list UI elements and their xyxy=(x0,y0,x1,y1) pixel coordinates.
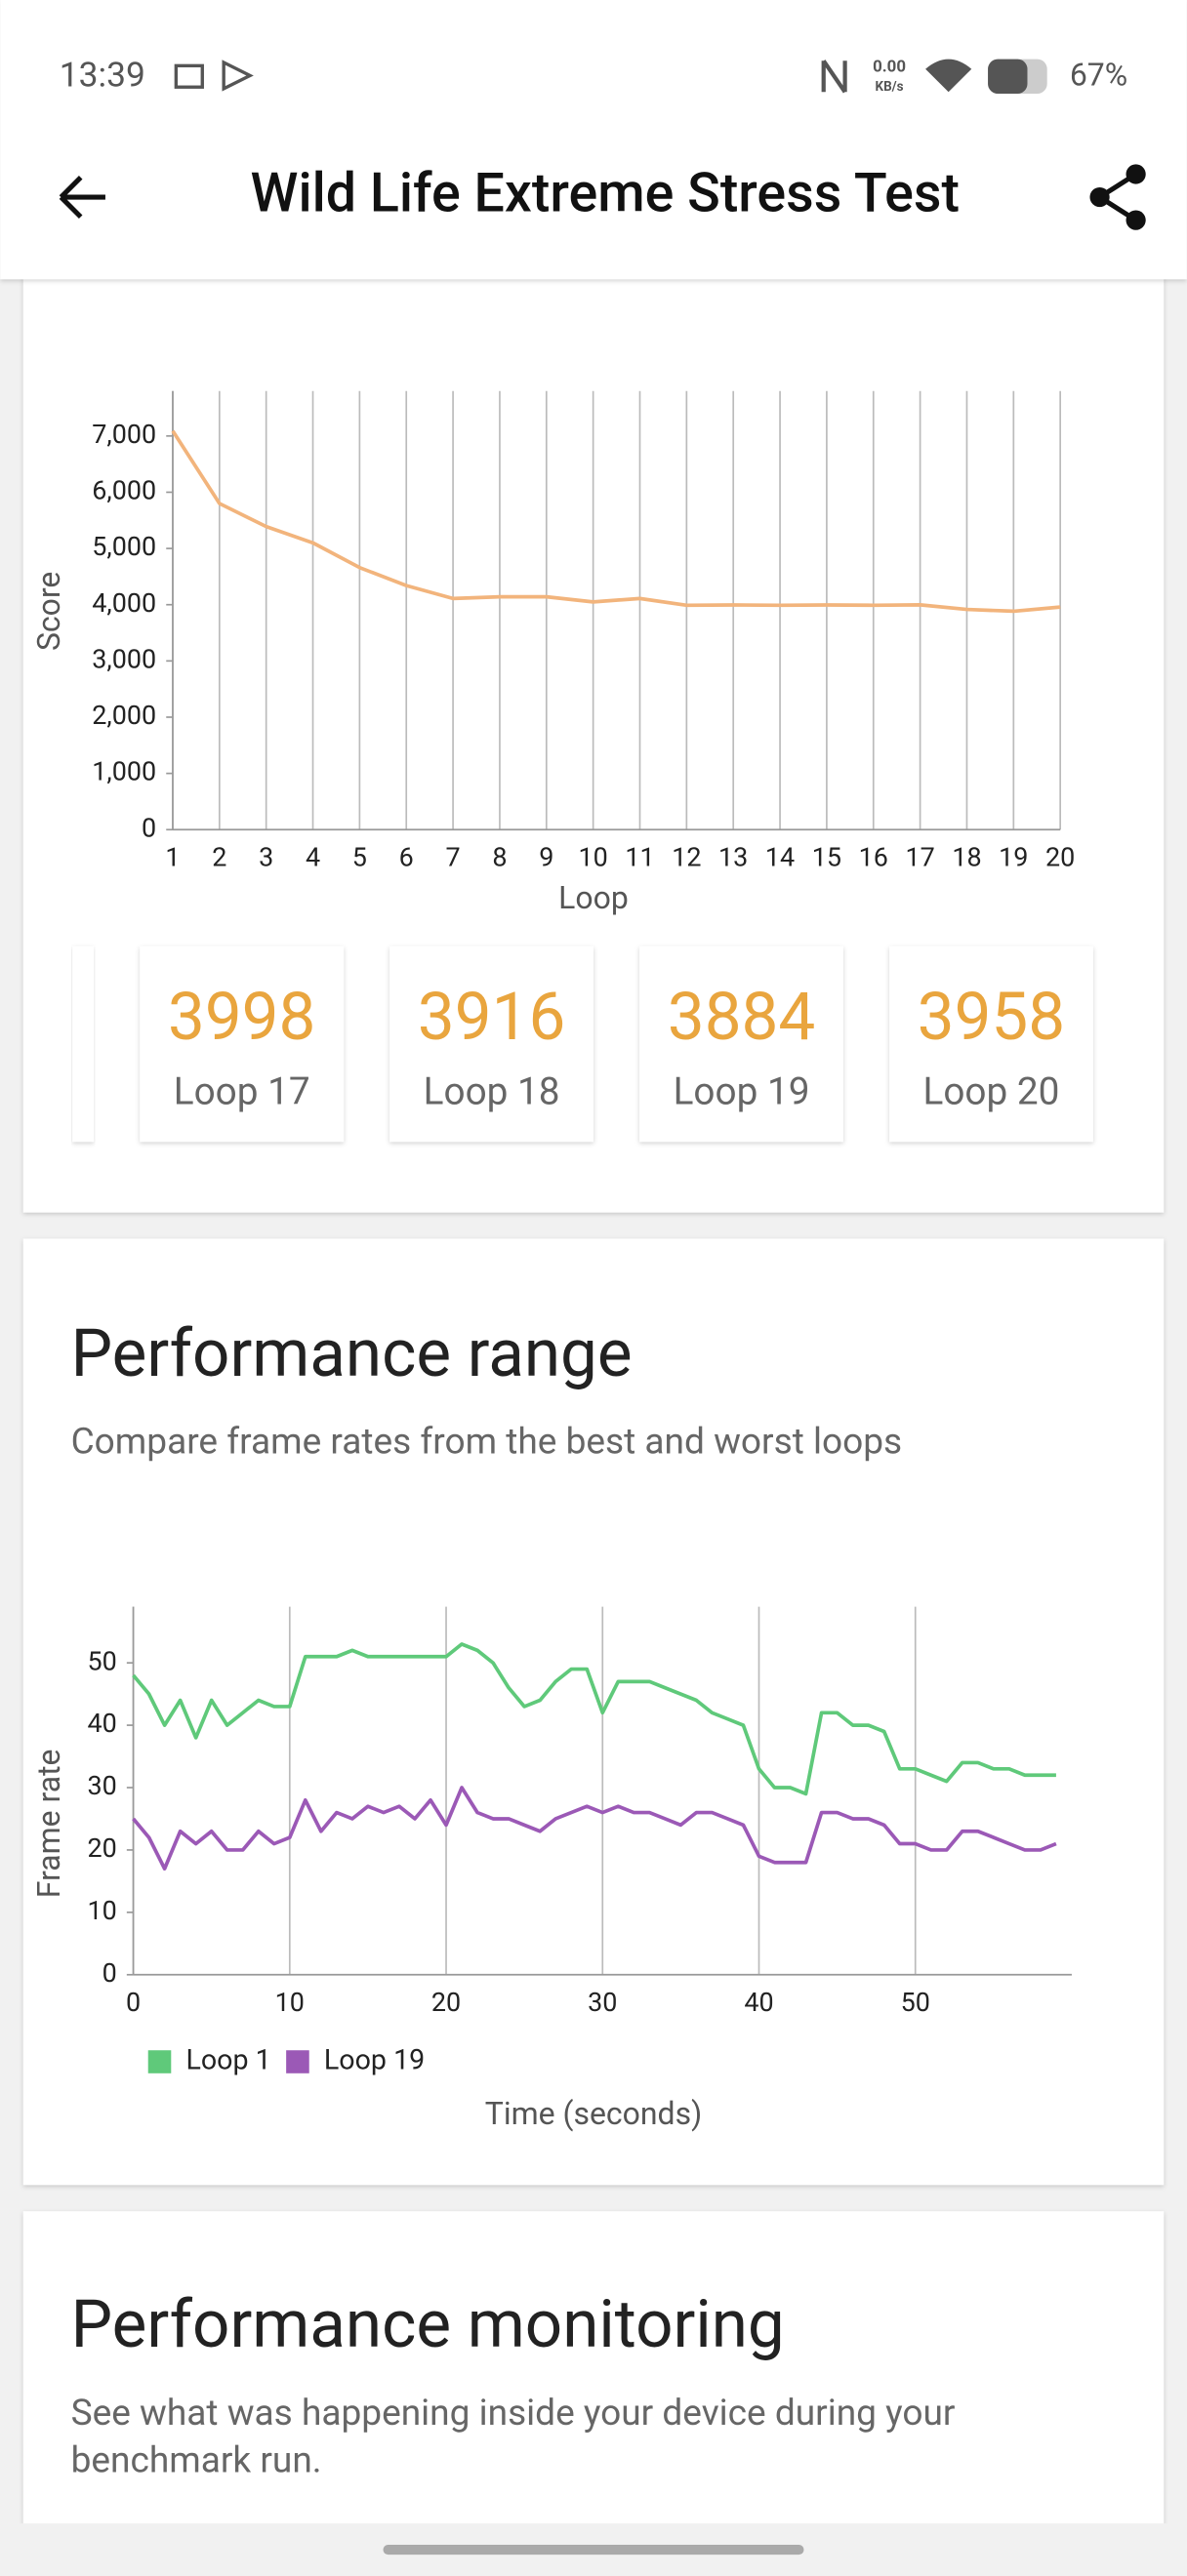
battery-level xyxy=(988,59,1028,94)
x-tick-label: 20 xyxy=(1045,842,1075,873)
section-subtitle: See what was happening inside your devic… xyxy=(71,2393,956,2435)
x-axis-label: Loop xyxy=(558,879,629,916)
loop-label: Loop 18 xyxy=(424,1070,560,1114)
section-subtitle: benchmark run. xyxy=(71,2440,322,2482)
loop-label: Loop 20 xyxy=(923,1070,1060,1114)
y-tick-label: 0 xyxy=(102,1957,117,1989)
y-tick-label: 20 xyxy=(87,1832,116,1864)
x-tick-label: 13 xyxy=(718,842,748,873)
x-tick-label: 10 xyxy=(275,1987,305,2018)
nfc-icon xyxy=(821,60,847,94)
loop-card xyxy=(889,946,1093,1143)
x-tick-label: 0 xyxy=(126,1987,141,2018)
x-tick-label: 9 xyxy=(539,842,553,873)
loop-score: 3998 xyxy=(168,980,315,1056)
loop-score: 3958 xyxy=(918,980,1065,1056)
y-axis-label: Frame rate xyxy=(30,1749,67,1898)
x-tick-label: 4 xyxy=(306,842,320,873)
x-tick-label: 11 xyxy=(625,842,654,873)
legend-swatch xyxy=(286,2050,309,2073)
x-tick-label: 20 xyxy=(431,1987,461,2018)
x-tick-label: 18 xyxy=(952,842,981,873)
loop-label: Loop 17 xyxy=(174,1070,310,1114)
x-tick-label: 3 xyxy=(259,842,273,873)
section-title: Performance monitoring xyxy=(71,2287,785,2363)
x-tick-label: 50 xyxy=(901,1987,930,2018)
x-axis-label: Time (seconds) xyxy=(485,2095,702,2132)
loop-card xyxy=(389,946,594,1143)
y-tick-label: 7,000 xyxy=(92,419,156,450)
x-tick-label: 40 xyxy=(744,1987,773,2018)
calendar-icon xyxy=(174,63,204,89)
x-tick-label: 1 xyxy=(165,842,180,873)
play-icon xyxy=(222,60,254,92)
section-subtitle: Compare frame rates from the best and wo… xyxy=(71,1422,903,1464)
range-card xyxy=(22,1238,1165,2186)
x-tick-label: 14 xyxy=(765,842,795,873)
series-line xyxy=(171,429,1061,614)
battery-text: 67% xyxy=(1070,57,1127,94)
monitoring-card xyxy=(22,2211,1165,2576)
legend-label: Loop 19 xyxy=(324,2043,425,2076)
app-bar xyxy=(0,0,1187,280)
y-tick-label: 3,000 xyxy=(92,643,156,674)
x-tick-label: 30 xyxy=(588,1987,617,2018)
x-tick-label: 12 xyxy=(672,842,701,873)
loop-card-partial xyxy=(72,946,95,1143)
x-tick-label: 10 xyxy=(579,842,608,873)
y-tick-label: 50 xyxy=(87,1645,116,1676)
series-line xyxy=(132,1786,1057,1871)
net-unit: KB/s xyxy=(876,80,904,95)
x-tick-label: 17 xyxy=(905,842,934,873)
x-tick-label: 15 xyxy=(812,842,841,873)
legend-swatch xyxy=(147,2050,172,2073)
y-tick-label: 0 xyxy=(142,812,156,843)
loop-card xyxy=(140,946,345,1143)
status-time: 13:39 xyxy=(60,54,145,95)
x-tick-label: 2 xyxy=(212,842,226,873)
home-indicator xyxy=(383,2545,804,2556)
x-tick-label: 16 xyxy=(859,842,888,873)
legend-label: Loop 1 xyxy=(185,2043,270,2076)
loop-score: 3916 xyxy=(418,980,565,1056)
y-tick-label: 5,000 xyxy=(92,531,156,562)
net-speed: 0.00 xyxy=(873,57,906,76)
loop-score: 3884 xyxy=(668,980,815,1056)
y-axis-label: Score xyxy=(30,572,67,651)
wifi-icon xyxy=(925,59,972,93)
section-title: Performance range xyxy=(71,1316,633,1392)
x-tick-label: 5 xyxy=(352,842,367,873)
header-title: Wild Life Extreme Stress Test xyxy=(251,161,960,225)
y-tick-label: 1,000 xyxy=(92,756,156,787)
y-tick-label: 10 xyxy=(87,1895,116,1926)
series-line xyxy=(132,1642,1056,1796)
loop-card xyxy=(639,946,843,1143)
x-tick-label: 6 xyxy=(399,842,414,873)
x-tick-label: 8 xyxy=(492,842,507,873)
y-tick-label: 2,000 xyxy=(92,700,156,731)
share-button[interactable] xyxy=(1089,164,1146,230)
y-tick-label: 6,000 xyxy=(92,475,156,506)
loop-label: Loop 19 xyxy=(674,1070,810,1114)
y-tick-label: 40 xyxy=(87,1708,116,1739)
y-tick-label: 4,000 xyxy=(92,587,156,619)
x-tick-label: 7 xyxy=(446,842,461,873)
y-tick-label: 30 xyxy=(87,1770,116,1801)
x-tick-label: 19 xyxy=(999,842,1028,873)
back-button[interactable] xyxy=(59,176,105,220)
